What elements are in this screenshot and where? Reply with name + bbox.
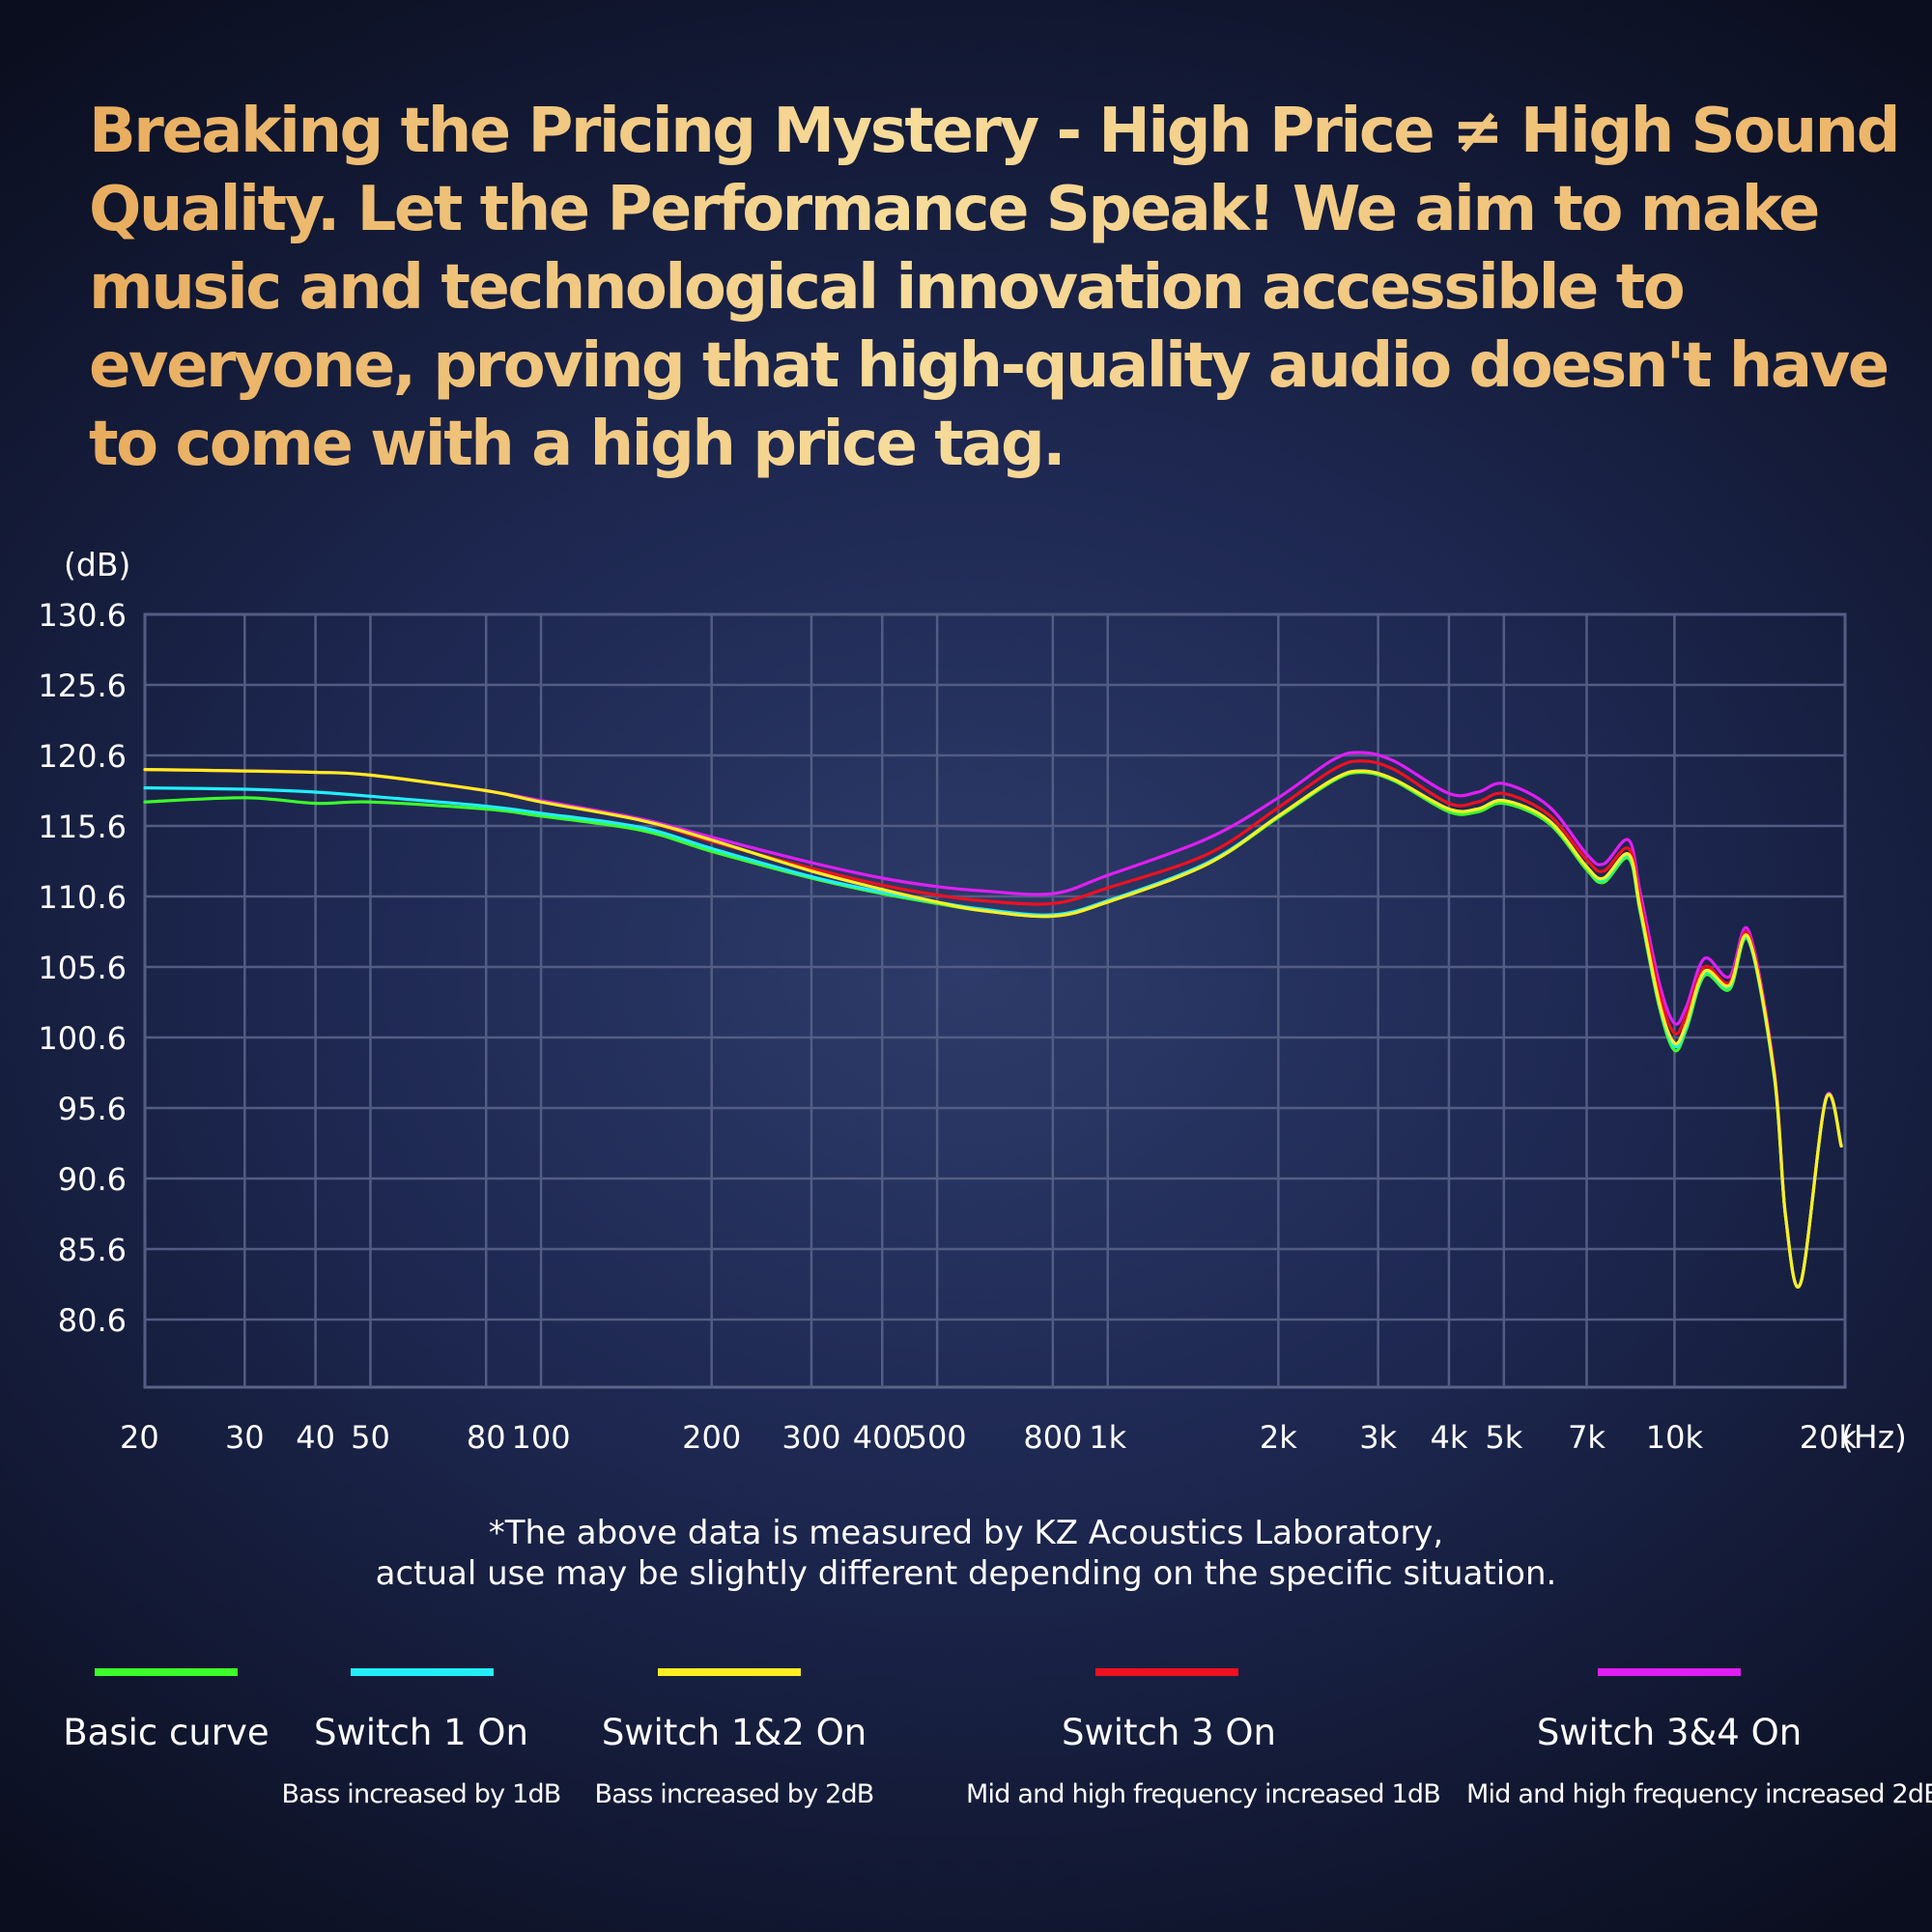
- legend-label-switch-3: Switch 3 On: [1062, 1712, 1276, 1753]
- x-tick-label: 400: [853, 1419, 912, 1456]
- y-tick-label: 110.6: [38, 879, 127, 916]
- measurement-note-line-1: *The above data is measured by KZ Acoust…: [488, 1514, 1444, 1552]
- x-tick-label: 5k: [1485, 1419, 1522, 1456]
- headline: Breaking the Pricing Mystery - High Pric…: [89, 93, 1905, 484]
- x-tick-label: 3k: [1359, 1419, 1397, 1456]
- chart-series: [143, 751, 1843, 1289]
- y-tick-label: 120.6: [38, 738, 127, 775]
- legend-label-switch-3-4: Switch 3&4 On: [1536, 1712, 1803, 1753]
- chart-axis-labels: (dB) (Hz): [64, 546, 1907, 1456]
- y-axis-unit-label: (dB): [64, 546, 130, 583]
- x-tick-label: 200: [682, 1419, 741, 1456]
- x-tick-label: 20k: [1800, 1419, 1858, 1456]
- series-line-switch-1-2-on: [143, 768, 1843, 1289]
- legend-desc-switch-3: Mid and high frequency increased 1dB: [966, 1779, 1441, 1809]
- legend-label-switch-1: Switch 1 On: [314, 1712, 528, 1753]
- legend-label-switch-1-2: Switch 1&2 On: [601, 1712, 867, 1753]
- x-tick-label: 500: [908, 1419, 967, 1456]
- legend-desc-switch-1: Bass increased by 1dB: [281, 1779, 561, 1809]
- y-tick-label: 130.6: [38, 597, 127, 634]
- x-tick-label: 7k: [1568, 1419, 1605, 1456]
- y-tick-label: 95.6: [58, 1091, 127, 1127]
- y-tick-label: 80.6: [58, 1302, 127, 1339]
- x-tick-label: 80: [467, 1419, 506, 1456]
- y-tick-label: 105.6: [38, 950, 127, 986]
- y-tick-label: 85.6: [58, 1232, 127, 1268]
- x-tick-label: 4k: [1430, 1419, 1467, 1456]
- x-tick-label: 300: [781, 1419, 840, 1456]
- x-axis-unit-label: (Hz): [1841, 1418, 1907, 1456]
- x-tick-label: 50: [351, 1419, 390, 1456]
- y-tick-label: 90.6: [58, 1161, 127, 1198]
- chart-grid: 130.6 125.6 120.6 115.6 110.6 105.6 100.6 95.6 9…: [38, 597, 1857, 1456]
- x-tick-label: 40: [296, 1419, 335, 1456]
- y-tick-label: 115.6: [38, 809, 127, 845]
- legend-swatch-switch-1: [351, 1668, 494, 1676]
- legend-desc-switch-1-2: Bass increased by 2dB: [594, 1779, 874, 1809]
- y-tick-label: 125.6: [38, 668, 127, 704]
- x-tick-label: 20: [120, 1419, 159, 1456]
- legend-swatch-basic-curve: [95, 1668, 238, 1676]
- x-tick-label: 1k: [1089, 1419, 1126, 1456]
- frequency-response-chart: 130.6 125.6 120.6 115.6 110.6 105.6 100.6 95.6 9…: [38, 546, 1907, 1456]
- plot-frame: [143, 612, 1847, 1389]
- legend-desc-switch-3-4: Mid and high frequency increased 2dB: [1466, 1779, 1932, 1809]
- x-tick-label: 800: [1023, 1419, 1082, 1456]
- measurement-note: *The above data is measured by KZ Acoust…: [290, 1513, 1642, 1594]
- legend-label-basic-curve: Basic curve: [63, 1712, 270, 1753]
- x-tick-label: 100: [512, 1419, 571, 1456]
- legend-swatch-switch-1-2: [658, 1668, 801, 1676]
- y-tick-label: 100.6: [38, 1020, 127, 1057]
- x-tick-label: 30: [225, 1419, 265, 1456]
- legend-swatch-switch-3-4: [1598, 1668, 1741, 1676]
- measurement-note-line-2: actual use may be slightly different dep…: [375, 1554, 1557, 1593]
- x-tick-label: 2k: [1260, 1419, 1297, 1456]
- legend-swatch-switch-3: [1095, 1668, 1238, 1676]
- x-tick-label: 10k: [1646, 1419, 1704, 1456]
